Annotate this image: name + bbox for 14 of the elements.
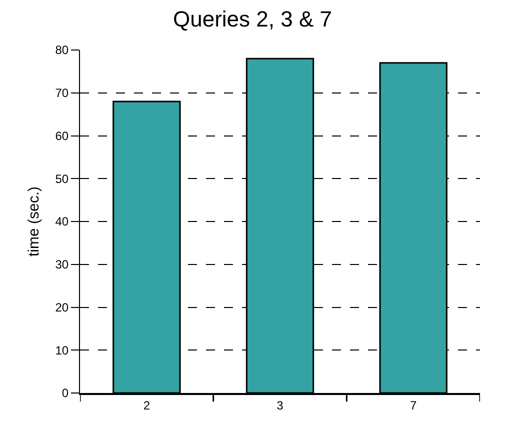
chart-title: Queries 2, 3 & 7 [173, 6, 332, 32]
y-axis-title: time (sec.) [25, 186, 42, 257]
y-tick-label: 50 [55, 172, 69, 186]
y-tick-label: 10 [55, 343, 69, 358]
y-tick-label: 60 [55, 128, 69, 143]
y-tick-label: 0 [62, 386, 69, 400]
y-tick-label: 40 [55, 214, 69, 229]
y-tick-label: 20 [55, 300, 69, 314]
x-tick-label: 7 [410, 398, 417, 412]
x-tick-label: 2 [143, 398, 150, 412]
y-tick-label: 70 [55, 86, 69, 100]
y-tick-label: 30 [55, 258, 69, 272]
x-tick-label: 3 [276, 398, 284, 412]
y-tick-label: 80 [55, 43, 69, 58]
